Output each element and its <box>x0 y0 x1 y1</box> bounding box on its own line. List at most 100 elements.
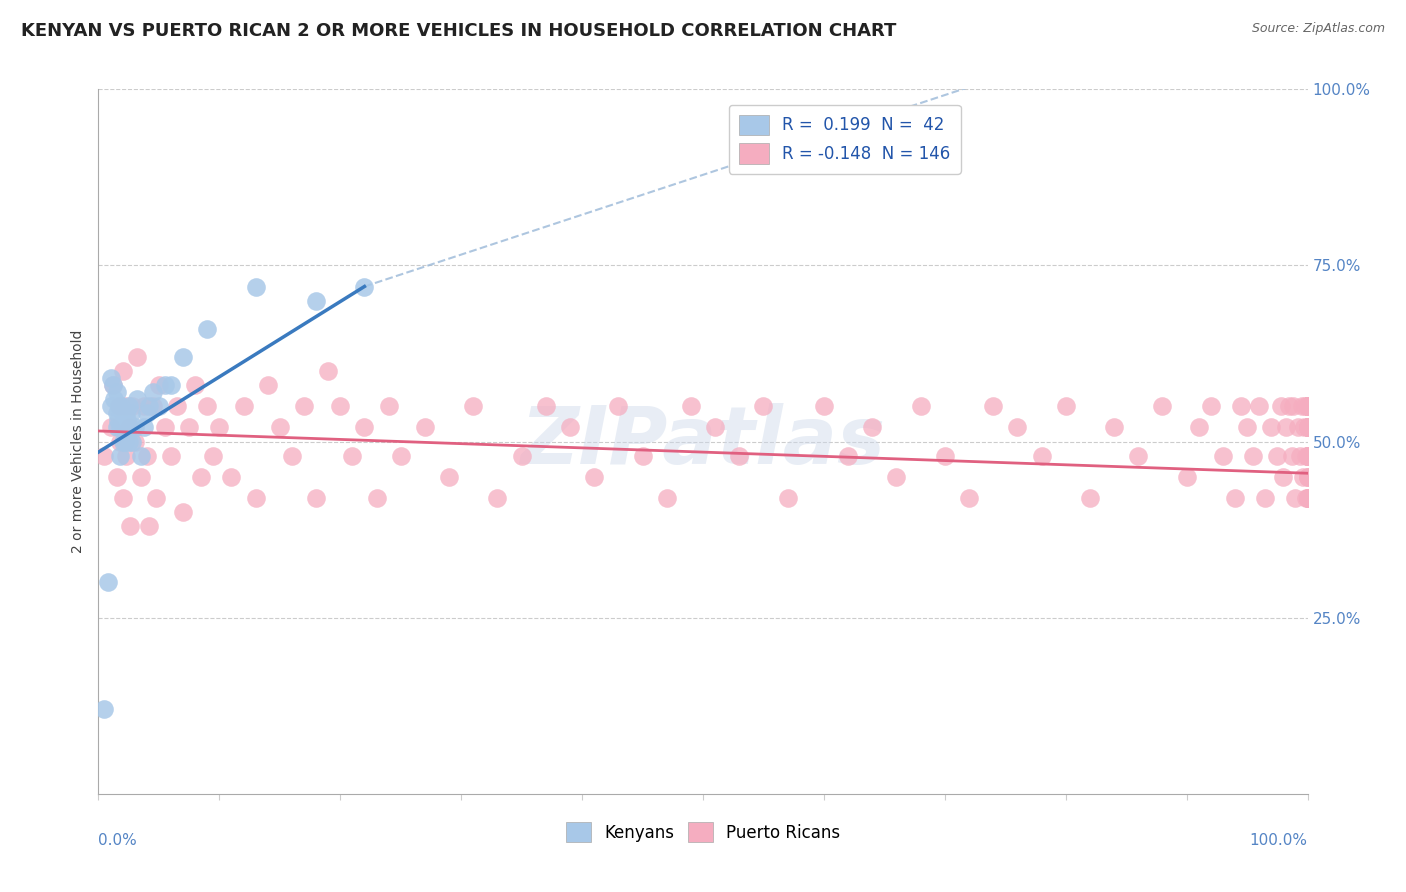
Point <box>118 434 141 449</box>
Point <box>1102 420 1125 434</box>
Point <box>121 434 143 449</box>
Point <box>142 399 165 413</box>
Text: Source: ZipAtlas.com: Source: ZipAtlas.com <box>1251 22 1385 36</box>
Point <box>118 519 141 533</box>
Point <box>101 378 124 392</box>
Point <box>1296 491 1319 505</box>
Point <box>1223 491 1246 505</box>
Point <box>486 491 509 505</box>
Point <box>1296 469 1319 483</box>
Point <box>179 420 201 434</box>
Point <box>160 449 183 463</box>
Point <box>679 399 702 413</box>
Point <box>1236 420 1258 434</box>
Point <box>127 392 149 407</box>
Point <box>105 406 128 420</box>
Point <box>981 399 1004 413</box>
Point <box>138 519 160 533</box>
Point <box>103 392 125 407</box>
Point <box>305 293 328 308</box>
Point <box>111 491 134 505</box>
Point <box>1295 449 1317 463</box>
Point <box>115 427 138 442</box>
Point <box>97 575 120 590</box>
Point <box>1295 491 1317 505</box>
Point <box>115 449 138 463</box>
Text: ZIPatlas: ZIPatlas <box>520 402 886 481</box>
Point <box>148 399 170 413</box>
Point <box>1249 399 1271 413</box>
Point <box>118 399 141 413</box>
Point <box>1296 449 1319 463</box>
Point <box>1291 399 1313 413</box>
Point <box>108 449 131 463</box>
Point <box>377 399 399 413</box>
Point <box>184 378 207 392</box>
Point <box>704 420 727 434</box>
Point <box>100 399 122 413</box>
Point <box>121 399 143 413</box>
Point <box>437 469 460 483</box>
Point <box>208 420 231 434</box>
Point <box>124 420 146 434</box>
Point <box>413 420 436 434</box>
Point <box>153 378 176 392</box>
Point <box>1296 399 1319 413</box>
Point <box>728 449 751 463</box>
Point <box>655 491 678 505</box>
Point <box>1296 399 1319 413</box>
Point <box>145 491 167 505</box>
Point <box>353 279 375 293</box>
Point <box>910 399 932 413</box>
Point <box>1296 399 1319 413</box>
Point <box>1296 491 1319 505</box>
Point <box>1296 399 1319 413</box>
Point <box>607 399 630 413</box>
Point <box>105 420 128 434</box>
Point <box>108 434 131 449</box>
Point <box>172 505 194 519</box>
Point <box>1296 399 1319 413</box>
Point <box>105 469 128 483</box>
Point <box>353 420 375 434</box>
Point <box>135 406 157 420</box>
Point <box>1296 399 1319 413</box>
Text: 0.0%: 0.0% <box>98 832 138 847</box>
Point <box>195 322 218 336</box>
Point <box>1270 399 1292 413</box>
Point <box>1260 420 1282 434</box>
Legend: Kenyans, Puerto Ricans: Kenyans, Puerto Ricans <box>560 815 846 849</box>
Point <box>245 279 267 293</box>
Point <box>1267 449 1289 463</box>
Point <box>112 420 135 434</box>
Point <box>463 399 485 413</box>
Point <box>342 449 364 463</box>
Point <box>1296 399 1319 413</box>
Point <box>172 350 194 364</box>
Point <box>837 449 859 463</box>
Point <box>1294 399 1316 413</box>
Point <box>148 378 170 392</box>
Point <box>1296 420 1319 434</box>
Point <box>115 406 138 420</box>
Point <box>1296 399 1319 413</box>
Point <box>1152 399 1174 413</box>
Point <box>1212 449 1234 463</box>
Point <box>93 449 115 463</box>
Point <box>138 399 160 413</box>
Point <box>153 420 176 434</box>
Point <box>1296 449 1319 463</box>
Point <box>127 350 149 364</box>
Point <box>886 469 908 483</box>
Point <box>1296 449 1319 463</box>
Point <box>1296 449 1319 463</box>
Point <box>1292 469 1315 483</box>
Point <box>1278 399 1301 413</box>
Point <box>1292 420 1315 434</box>
Point <box>134 420 156 434</box>
Point <box>1241 449 1264 463</box>
Point <box>1054 399 1077 413</box>
Point <box>108 399 131 413</box>
Point <box>195 399 218 413</box>
Point <box>957 491 980 505</box>
